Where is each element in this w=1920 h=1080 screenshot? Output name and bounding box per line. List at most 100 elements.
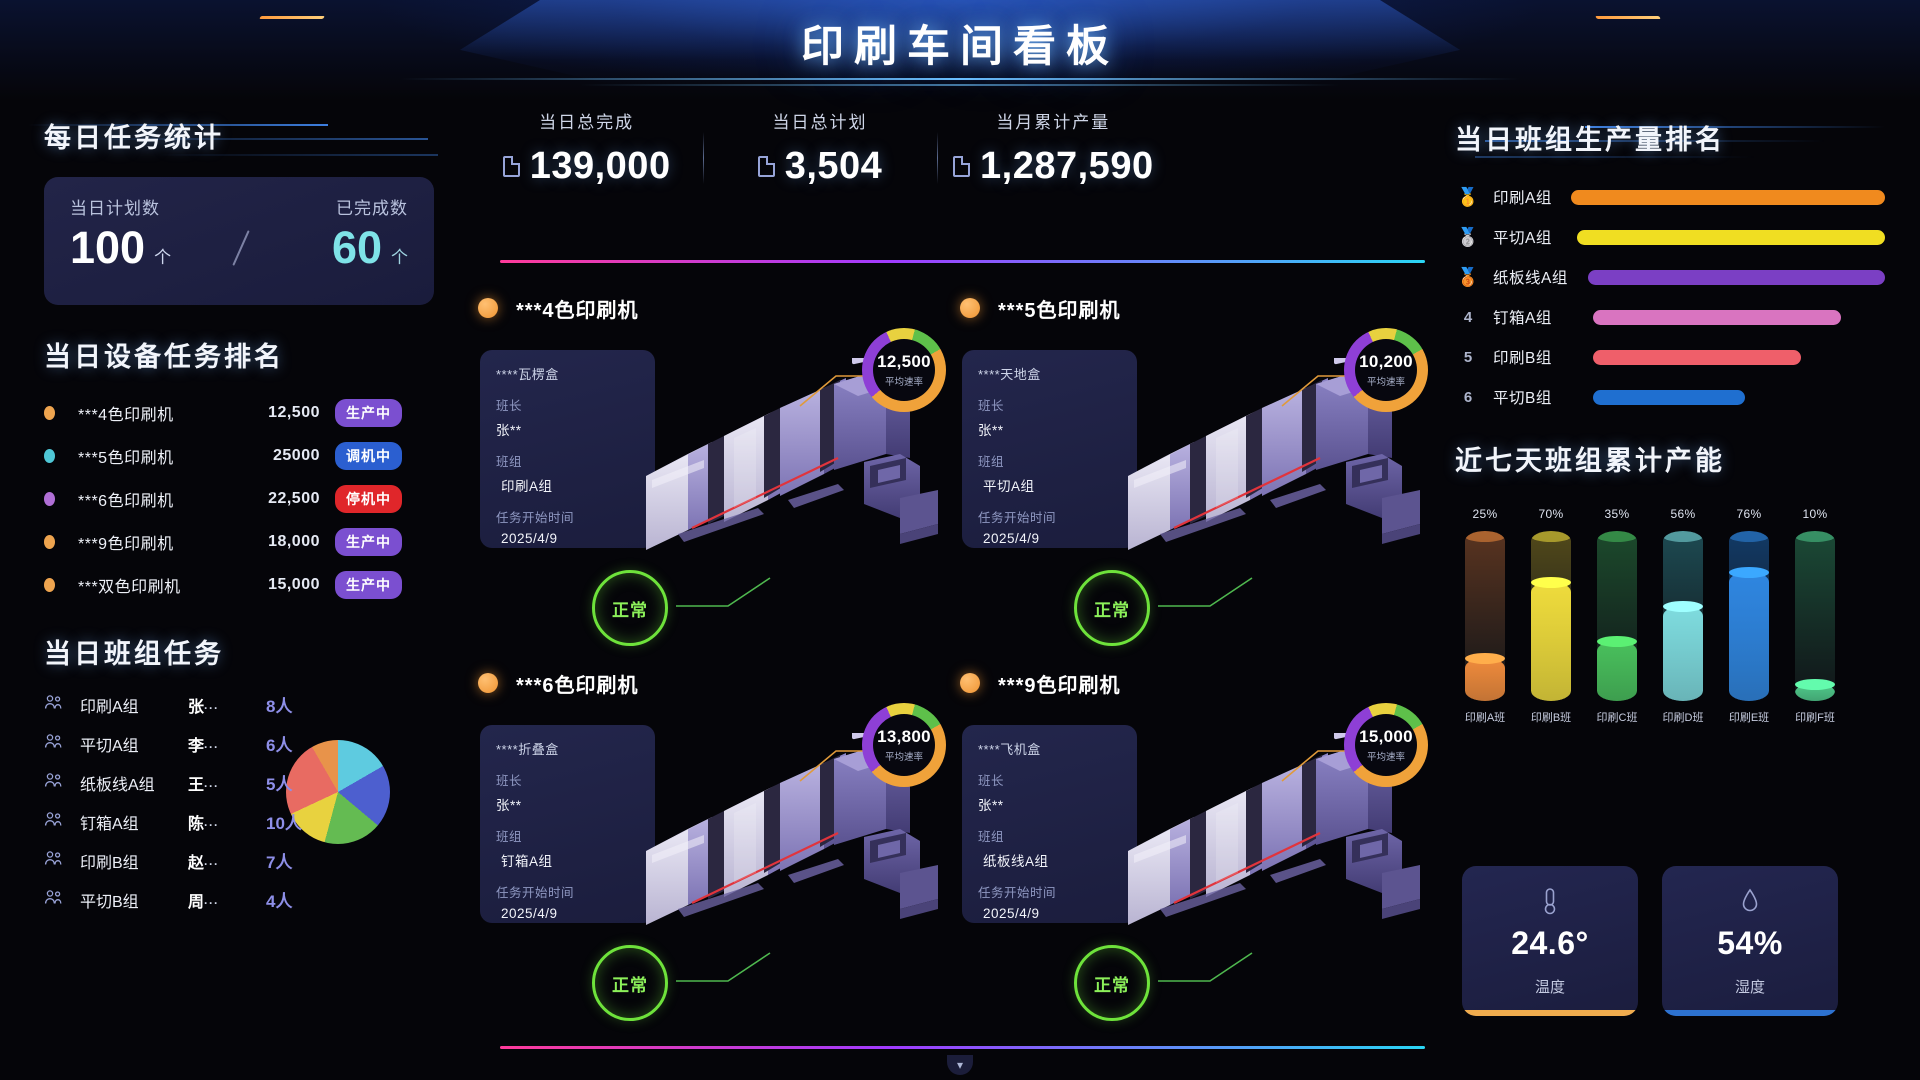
lead-label: 班长 [496, 774, 523, 788]
output-bar [1576, 229, 1885, 245]
device-name: ***5色印刷机 [78, 449, 174, 467]
printing-press-illustration [638, 346, 948, 568]
team-member-count: 8人 [266, 697, 293, 716]
cylinder-top-cap [1465, 531, 1505, 542]
team-leader: 陈··· [188, 815, 220, 833]
start-time-label: 任务开始时间 [496, 511, 575, 525]
team-task-row[interactable]: 平切B组 周··· 4人 [44, 880, 444, 919]
output-rank-row[interactable]: 🥉 纸板线A组 [1455, 257, 1885, 297]
start-time-value: 2025/4/9 [983, 531, 1040, 546]
capacity-chart-title: 近七天班组累计产能 [1455, 446, 1725, 476]
machine-card[interactable]: ***9色印刷机 ****飞机盒 班长 张** 班组 纸板线A组 任务开始时间 2025/4/… [952, 663, 1432, 1033]
header-left-decor [28, 116, 438, 178]
output-rank-row[interactable]: 5 印刷B组 [1455, 337, 1885, 377]
average-speed-value: 13,800 [877, 727, 931, 746]
machine-name: ***9色印刷机 [998, 674, 1121, 697]
lead-label: 班长 [496, 399, 523, 413]
machine-status-dot [478, 298, 498, 318]
device-rank-row[interactable]: ***4色印刷机 12,500 生产中 [44, 391, 444, 434]
device-name: ***双色印刷机 [78, 578, 181, 596]
team-leader: 张··· [188, 698, 220, 716]
machine-card[interactable]: ***5色印刷机 ****天地盒 班长 张** 班组 平切A组 任务开始时间 2025/4/9… [952, 288, 1432, 658]
lead-name: 张** [496, 423, 522, 438]
doc-chart-icon [953, 156, 971, 177]
daily-plan-label: 当日计划数 [70, 199, 160, 218]
team-task-row[interactable]: 钉箱A组 陈··· 10人 [44, 802, 444, 841]
status-badge: 生产中 [335, 527, 402, 556]
output-bar [1571, 189, 1885, 205]
machine-header: ***5色印刷机 [952, 288, 1432, 328]
capacity-cylinder: 70% 印刷B班 [1531, 507, 1571, 724]
temperature-card: 24.6° 温度 [1462, 866, 1638, 1016]
device-rank-row[interactable]: ***5色印刷机 25000 调机中 [44, 434, 444, 477]
machine-body: ****折叠盒 班长 张** 班组 钉箱A组 任务开始时间 2025/4/9 13,800 平均… [470, 703, 950, 1023]
average-speed-value: 12,500 [877, 352, 931, 371]
team-name: 钉箱A组 [1493, 310, 1552, 327]
device-output-value: 25000 [273, 446, 320, 464]
daily-done-unit: 个 [391, 248, 408, 267]
status-badge: 生产中 [335, 570, 402, 599]
humidity-value: 54% [1717, 924, 1783, 961]
people-icon [44, 772, 66, 793]
daily-done-label: 已完成数 [336, 199, 408, 218]
machine-card[interactable]: ***6色印刷机 ****折叠盒 班长 张** 班组 钉箱A组 任务开始时间 2025/4/9… [470, 663, 950, 1033]
status-badge: 停机中 [335, 484, 402, 513]
average-speed-gauge: 13,800 平均速率 [862, 703, 946, 787]
output-rank-title: 当日班组生产量排名 [1455, 125, 1725, 155]
team-name: 纸板线A组 [80, 776, 155, 794]
device-name: ***9色印刷机 [78, 535, 174, 553]
team-label: 班组 [978, 830, 1005, 844]
cylinder-fill-cap [1597, 636, 1637, 647]
team-name: 印刷A组 [1493, 190, 1552, 207]
capacity-percent: 70% [1538, 507, 1564, 521]
device-rank-list: ***4色印刷机 12,500 生产中 ***5色印刷机 25000 调机中 ***6色印刷… [44, 391, 444, 606]
output-bar [1593, 349, 1801, 365]
team-task-row[interactable]: 印刷B组 赵··· 7人 [44, 841, 444, 880]
start-time-value: 2025/4/9 [983, 906, 1040, 921]
device-rank-row[interactable]: ***双色印刷机 15,000 生产中 [44, 563, 444, 606]
cylinder-label: 印刷F班 [1795, 712, 1835, 724]
team-task-row[interactable]: 印刷A组 张··· 8人 [44, 685, 444, 724]
machine-body: ****瓦楞盒 班长 张** 班组 印刷A组 任务开始时间 2025/4/9 12,500 平均… [470, 328, 950, 648]
output-rank-row[interactable]: 6 平切B组 [1455, 377, 1885, 417]
scroll-down-icon[interactable]: ▾ [947, 1055, 973, 1075]
capacity-cylinder-chart: 25% 印刷A班 70% 印刷B班 35% 印刷C班 56% 印刷D班 76% 印刷E班 10% 印刷… [1455, 494, 1875, 729]
output-rank-row[interactable]: 🥇 印刷A组 [1455, 177, 1885, 217]
team-value: 钉箱A组 [501, 854, 553, 869]
capacity-percent: 25% [1472, 507, 1498, 521]
machine-status-badge: 正常 [592, 945, 668, 1021]
product-name: ****折叠盒 [496, 742, 559, 757]
team-task-row[interactable]: 纸板线A组 王··· 5人 [44, 763, 444, 802]
team-task-title: 当日班组任务 [44, 639, 224, 669]
medal-icon: 🥇 [1456, 186, 1480, 207]
daily-plan-unit: 个 [154, 248, 172, 267]
thermometer-icon [1539, 886, 1561, 921]
device-name: ***4色印刷机 [78, 406, 174, 424]
cylinder-top-cap [1663, 531, 1703, 542]
page-title: 印刷车间看板 [801, 23, 1119, 71]
average-speed-label: 平均速率 [1366, 377, 1405, 388]
machine-card[interactable]: ***4色印刷机 ****瓦楞盒 班长 张** 班组 印刷A组 任务开始时间 2025/4/9… [470, 288, 950, 658]
cylinder-tube [1663, 531, 1703, 701]
product-name: ****天地盒 [978, 367, 1041, 382]
team-task-row[interactable]: 平切A组 李··· 6人 [44, 724, 444, 763]
team-label: 班组 [496, 830, 523, 844]
device-rank-row[interactable]: ***6色印刷机 22,500 停机中 [44, 477, 444, 520]
status-badge: 调机中 [335, 441, 402, 470]
team-value: 纸板线A组 [983, 854, 1049, 869]
machine-status-dot [478, 673, 498, 693]
machine-info-panel: ****折叠盒 班长 张** 班组 钉箱A组 任务开始时间 2025/4/9 [480, 725, 655, 923]
output-rank-row[interactable]: 🥈 平切A组 [1455, 217, 1885, 257]
lead-name: 张** [978, 423, 1004, 438]
output-rank-row[interactable]: 4 钉箱A组 [1455, 297, 1885, 337]
cylinder-label: 印刷D班 [1662, 712, 1704, 724]
output-rank-list: 🥇 印刷A组 🥈 平切A组 🥉 纸板线A组 4 钉箱A组 5 印刷B组 6 平切B组 [1455, 177, 1885, 417]
machine-grid: ***4色印刷机 ****瓦楞盒 班长 张** 班组 印刷A组 任务开始时间 2025/4/9… [470, 288, 1455, 1028]
device-status-dot [44, 577, 55, 592]
average-speed-value: 15,000 [1359, 727, 1413, 746]
team-name: 印刷B组 [80, 854, 139, 872]
daily-plan-value: 100 [70, 222, 146, 273]
capacity-cylinder: 76% 印刷E班 [1729, 507, 1769, 724]
device-rank-row[interactable]: ***9色印刷机 18,000 生产中 [44, 520, 444, 563]
team-leader: 王··· [188, 776, 220, 794]
